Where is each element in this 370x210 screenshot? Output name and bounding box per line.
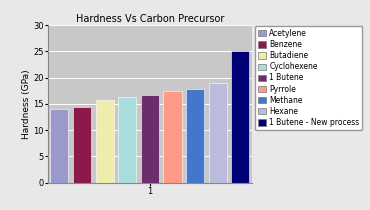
Bar	[164, 91, 182, 183]
Y-axis label: Hardness (GPa): Hardness (GPa)	[21, 69, 31, 139]
Bar	[95, 100, 114, 183]
Bar	[141, 95, 159, 183]
Bar	[118, 97, 136, 183]
Bar	[73, 106, 91, 183]
Legend: Acetylene, Benzene, Butadiene, Cyclohexene, 1 Butene, Pyrrole, Methane, Hexane, : Acetylene, Benzene, Butadiene, Cyclohexe…	[255, 26, 363, 130]
Bar	[186, 89, 204, 183]
Title: Hardness Vs Carbon Precursor: Hardness Vs Carbon Precursor	[75, 14, 224, 24]
Bar	[50, 109, 68, 183]
Bar	[209, 83, 227, 183]
Bar	[231, 51, 249, 183]
